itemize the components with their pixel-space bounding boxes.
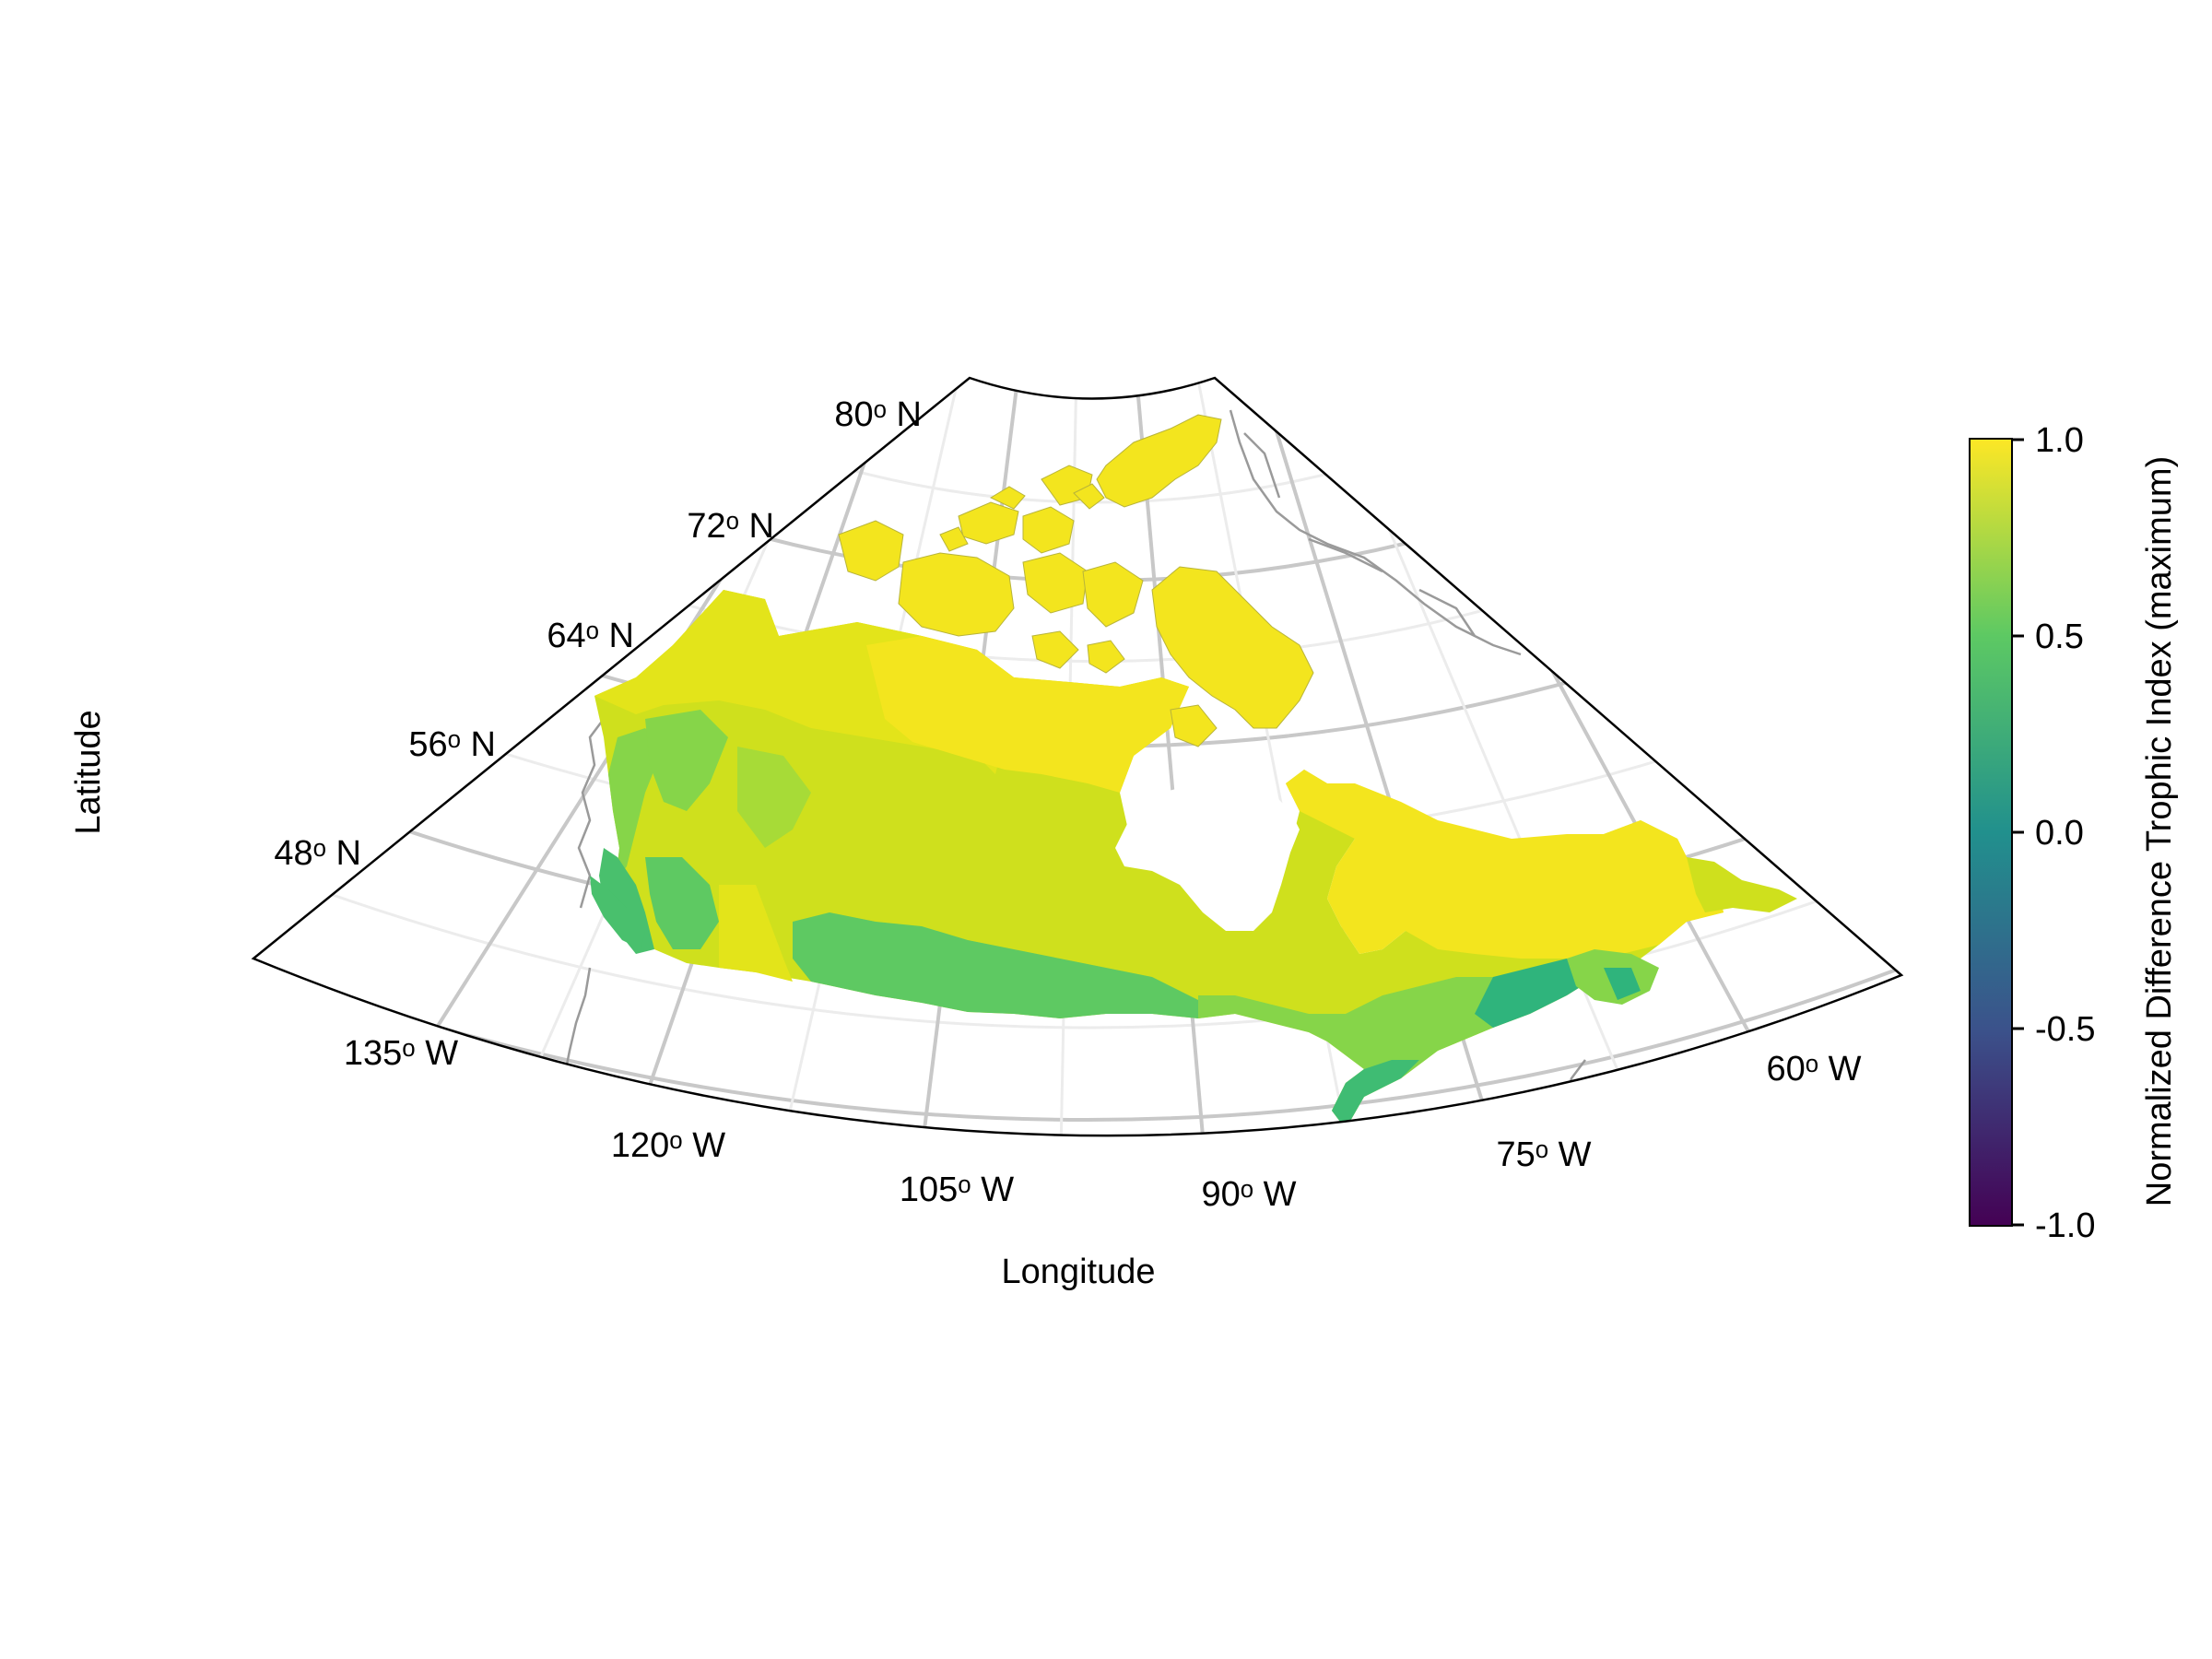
x-axis-title: Longitude: [1002, 1253, 1156, 1291]
colorbar-tick-0.5: 0.5: [2035, 618, 2084, 656]
colorbar-gradient: [1969, 438, 2013, 1227]
arctic-archipelago: [838, 414, 1314, 747]
southern-ontario-green: [1332, 1060, 1419, 1129]
map-frame: [251, 376, 1904, 1137]
colorbar-tick-neg0.5: -0.5: [2035, 1010, 2095, 1049]
lon-tick-60: 60ᵒ W: [1766, 1050, 1861, 1088]
lat-tick-72: 72ᵒ N: [687, 507, 774, 546]
canada-ndti-raster: [590, 414, 1797, 1129]
lat-tick-64: 64ᵒ N: [547, 617, 634, 655]
vancouver-island: [590, 876, 645, 949]
lon-tick-120: 120ᵒ W: [611, 1126, 725, 1165]
lon-tick-90: 90ᵒ W: [1201, 1175, 1296, 1214]
y-axis-title: Latitude: [69, 710, 108, 834]
baffin-island: [1151, 566, 1314, 729]
latitude-ticks: 80ᵒ N 72ᵒ N 64ᵒ N 56ᵒ N 48ᵒ N: [274, 395, 922, 873]
longitude-ticks: 135ᵒ W 120ᵒ W 105ᵒ W 90ᵒ W 75ᵒ W 60ᵒ W: [344, 1034, 1862, 1214]
lon-tick-105: 105ᵒ W: [900, 1171, 1014, 1209]
greenland-coast: [1229, 409, 1522, 656]
colorbar-tick-1.0: 1.0: [2035, 421, 2084, 460]
colorbar-tick-neg1.0: -1.0: [2035, 1206, 2095, 1245]
us-west-coast: [556, 967, 592, 1107]
lat-tick-80: 80ᵒ N: [834, 395, 922, 434]
colorbar-tick-0.0: 0.0: [2035, 814, 2084, 853]
banks-island: [838, 520, 904, 582]
newfoundland: [1687, 857, 1797, 912]
victoria-island: [898, 552, 1015, 637]
colorbar: 1.0 0.5 0.0 -0.5 -1.0 Normalized Differe…: [1969, 421, 2179, 1245]
parallel-48n: [253, 966, 1901, 1122]
colorbar-ticks: [2012, 438, 2024, 1227]
lat-tick-56: 56ᵒ N: [408, 725, 496, 764]
ellesmere-island: [1096, 414, 1222, 508]
colorbar-label: Normalized Difference Trophic Index (max…: [2140, 456, 2179, 1206]
lon-tick-75: 75ᵒ W: [1496, 1135, 1591, 1174]
lat-tick-48: 48ᵒ N: [274, 834, 361, 873]
southern-boreal-green: [793, 912, 1198, 1018]
lon-tick-135: 135ᵒ W: [344, 1034, 458, 1073]
hudson-bay: [1115, 783, 1300, 931]
